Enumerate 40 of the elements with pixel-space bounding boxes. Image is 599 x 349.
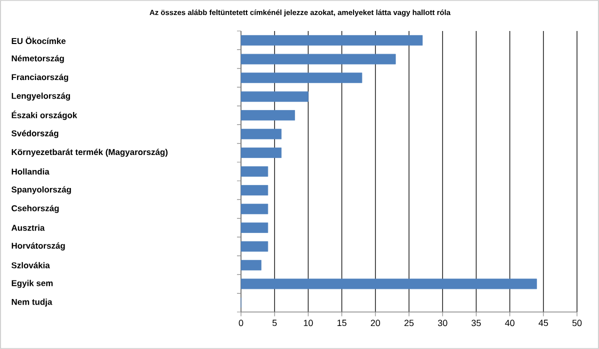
y-tick-label: Spanyolország — [12, 186, 71, 194]
bar — [240, 91, 308, 102]
bar — [240, 35, 423, 46]
x-tick-label: 20 — [370, 320, 380, 326]
x-tick-label: 10 — [304, 320, 313, 326]
bar — [240, 110, 295, 120]
bar — [240, 278, 537, 290]
y-tick-label: Hollandia — [12, 168, 50, 175]
x-tick-label: 0 — [238, 320, 244, 326]
bar — [240, 204, 268, 214]
x-tick-label: 50 — [572, 320, 582, 326]
y-tick-label: Franciaország — [12, 74, 68, 82]
y-tick-label: Nem tudja — [12, 298, 52, 307]
bar — [240, 128, 282, 140]
x-tick-label: 35 — [472, 320, 481, 326]
y-tick-label: Környezetbarát termék (Magyarország) — [12, 148, 168, 157]
y-tick-label: Lengyelország — [12, 92, 70, 101]
y-tick-label: Északi országok — [12, 110, 78, 120]
bar — [240, 148, 282, 158]
x-tick-label: 15 — [338, 320, 346, 326]
y-tick-label: EU Ökocímke — [12, 36, 66, 44]
x-tick-label: 5 — [272, 320, 277, 326]
bar — [240, 185, 268, 196]
y-tick-label: Németország — [12, 55, 64, 64]
bar — [240, 222, 268, 233]
y-tick-label: Egyik sem — [12, 280, 53, 288]
y-tick-label: Horvátország — [12, 242, 65, 250]
bar — [240, 241, 268, 252]
x-tick-label: 40 — [505, 320, 514, 326]
y-tick-label: Ausztria — [11, 224, 45, 231]
bar — [240, 260, 262, 270]
y-tick-label: Szlovákia — [12, 262, 50, 268]
x-tick-label: 45 — [538, 320, 548, 326]
y-tick-label: Csehország — [12, 204, 59, 213]
bar — [240, 72, 362, 84]
x-tick-label: 25 — [404, 320, 414, 326]
x-tick-label: 30 — [438, 320, 448, 326]
bar — [240, 166, 268, 177]
y-tick-label: Svédország — [12, 130, 58, 138]
bar — [240, 54, 396, 64]
